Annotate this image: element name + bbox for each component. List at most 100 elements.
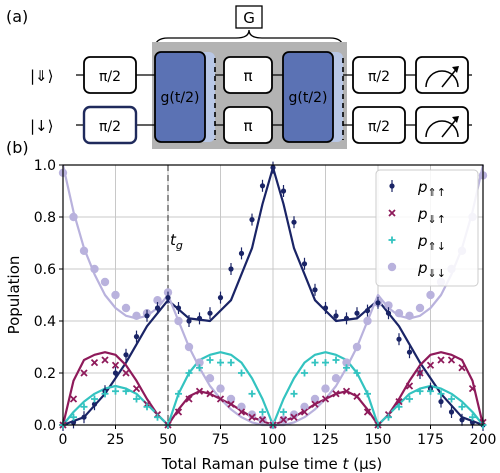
data-marker [385,307,392,320]
data-point [375,300,381,306]
gate-pi2-top-1-label: π/2 [99,69,121,85]
x-axis-label: Total Raman pulse time t (μs) [161,455,383,473]
gate-g-2 [282,51,334,143]
data-point [186,318,192,324]
legend-box [375,169,479,287]
data-point [112,370,119,376]
plot-frame [62,164,484,426]
data-marker [80,403,88,411]
data-point-stroke [80,369,88,377]
data-marker [459,413,465,426]
data-point [321,384,330,393]
data-point-stroke [311,400,319,408]
data-marker [394,309,404,318]
data-marker [290,413,298,421]
state-top: |⇓⟩ [30,67,53,85]
data-marker [396,333,402,346]
x-tick-label: 200 [470,432,497,448]
data-marker [133,330,140,343]
data-marker [112,367,119,379]
data-marker [289,410,299,419]
data-marker [322,359,329,367]
data-marker [395,403,403,411]
data-marker [143,403,151,411]
data-point [133,334,140,340]
data-marker [415,303,425,313]
data-point [438,399,444,405]
data-point [195,358,204,367]
panel-a-circuit: (a) G |⇓⟩ |↓⟩ π/2 π/2 g(t/2) π π g(t/2) [6,5,472,149]
data-point [352,342,362,352]
data-marker [311,400,319,408]
legend-label: p⇓↓ [417,259,446,280]
data-point-stroke [300,408,309,416]
data-marker [448,395,455,403]
data-marker [427,387,434,395]
data-point-stroke [395,397,403,406]
data-point [343,315,350,321]
data-marker [279,416,288,424]
gate-pi-bottom [223,106,273,144]
data-marker [111,361,120,369]
data-marker [101,356,109,364]
data-marker [280,408,287,416]
data-point [406,349,413,355]
gate-g-2-label: g(t/2) [289,90,328,106]
data-marker [405,382,414,390]
data-marker [426,361,435,369]
data-point-stroke [132,384,141,393]
gate-pi2-bottom-1-label: π/2 [99,119,121,135]
data-point [247,410,257,419]
gate-pi-bottom-label: π [243,117,252,135]
data-marker [185,369,193,377]
gate-pi2-bottom-2 [352,106,406,144]
data-point [153,296,162,305]
data-marker [438,395,444,408]
data-point [165,295,171,301]
data-marker [301,257,308,270]
data-marker [312,283,318,296]
data-marker [270,161,276,174]
data-point [459,417,465,423]
data-point [394,309,404,318]
data-point [270,165,276,171]
data-point [364,308,371,314]
data-point-stroke [437,356,445,364]
group-label: G [243,9,255,27]
data-marker [207,307,213,320]
data-marker [205,374,215,383]
data-marker [332,390,340,398]
data-marker [206,390,214,398]
y-tick-label: 0.8 [34,210,56,226]
data-point [331,374,341,383]
data-marker [301,369,308,377]
data-point [70,419,77,425]
data-marker [185,395,193,403]
data-marker [290,390,298,398]
data-point [238,250,245,256]
data-point [396,336,402,342]
legend-marker [389,180,395,192]
data-point [259,183,266,189]
legend-label: p⇓↑ [417,205,446,226]
legend: p⇑↑ p⇓↑ p⇑↓ p⇓↓ [375,169,479,287]
y-tick-label: 0.0 [34,418,56,434]
data-point [333,313,339,319]
data-marker [437,390,445,398]
legend-marker [388,209,396,217]
y-axis-label: Population [5,256,23,335]
data-point [216,384,225,393]
data-point [291,219,297,225]
data-marker [448,406,455,418]
legend-marker [388,236,396,244]
x-tick-label: 75 [212,432,230,448]
x-tick-label: 25 [107,432,125,448]
group-brace [154,29,344,49]
x-tick-label: 175 [417,432,444,448]
data-point-stroke [458,364,466,372]
data-marker [321,395,330,403]
data-point [342,358,351,367]
data-point [363,316,372,326]
data-point [123,352,129,358]
data-marker [405,311,414,320]
